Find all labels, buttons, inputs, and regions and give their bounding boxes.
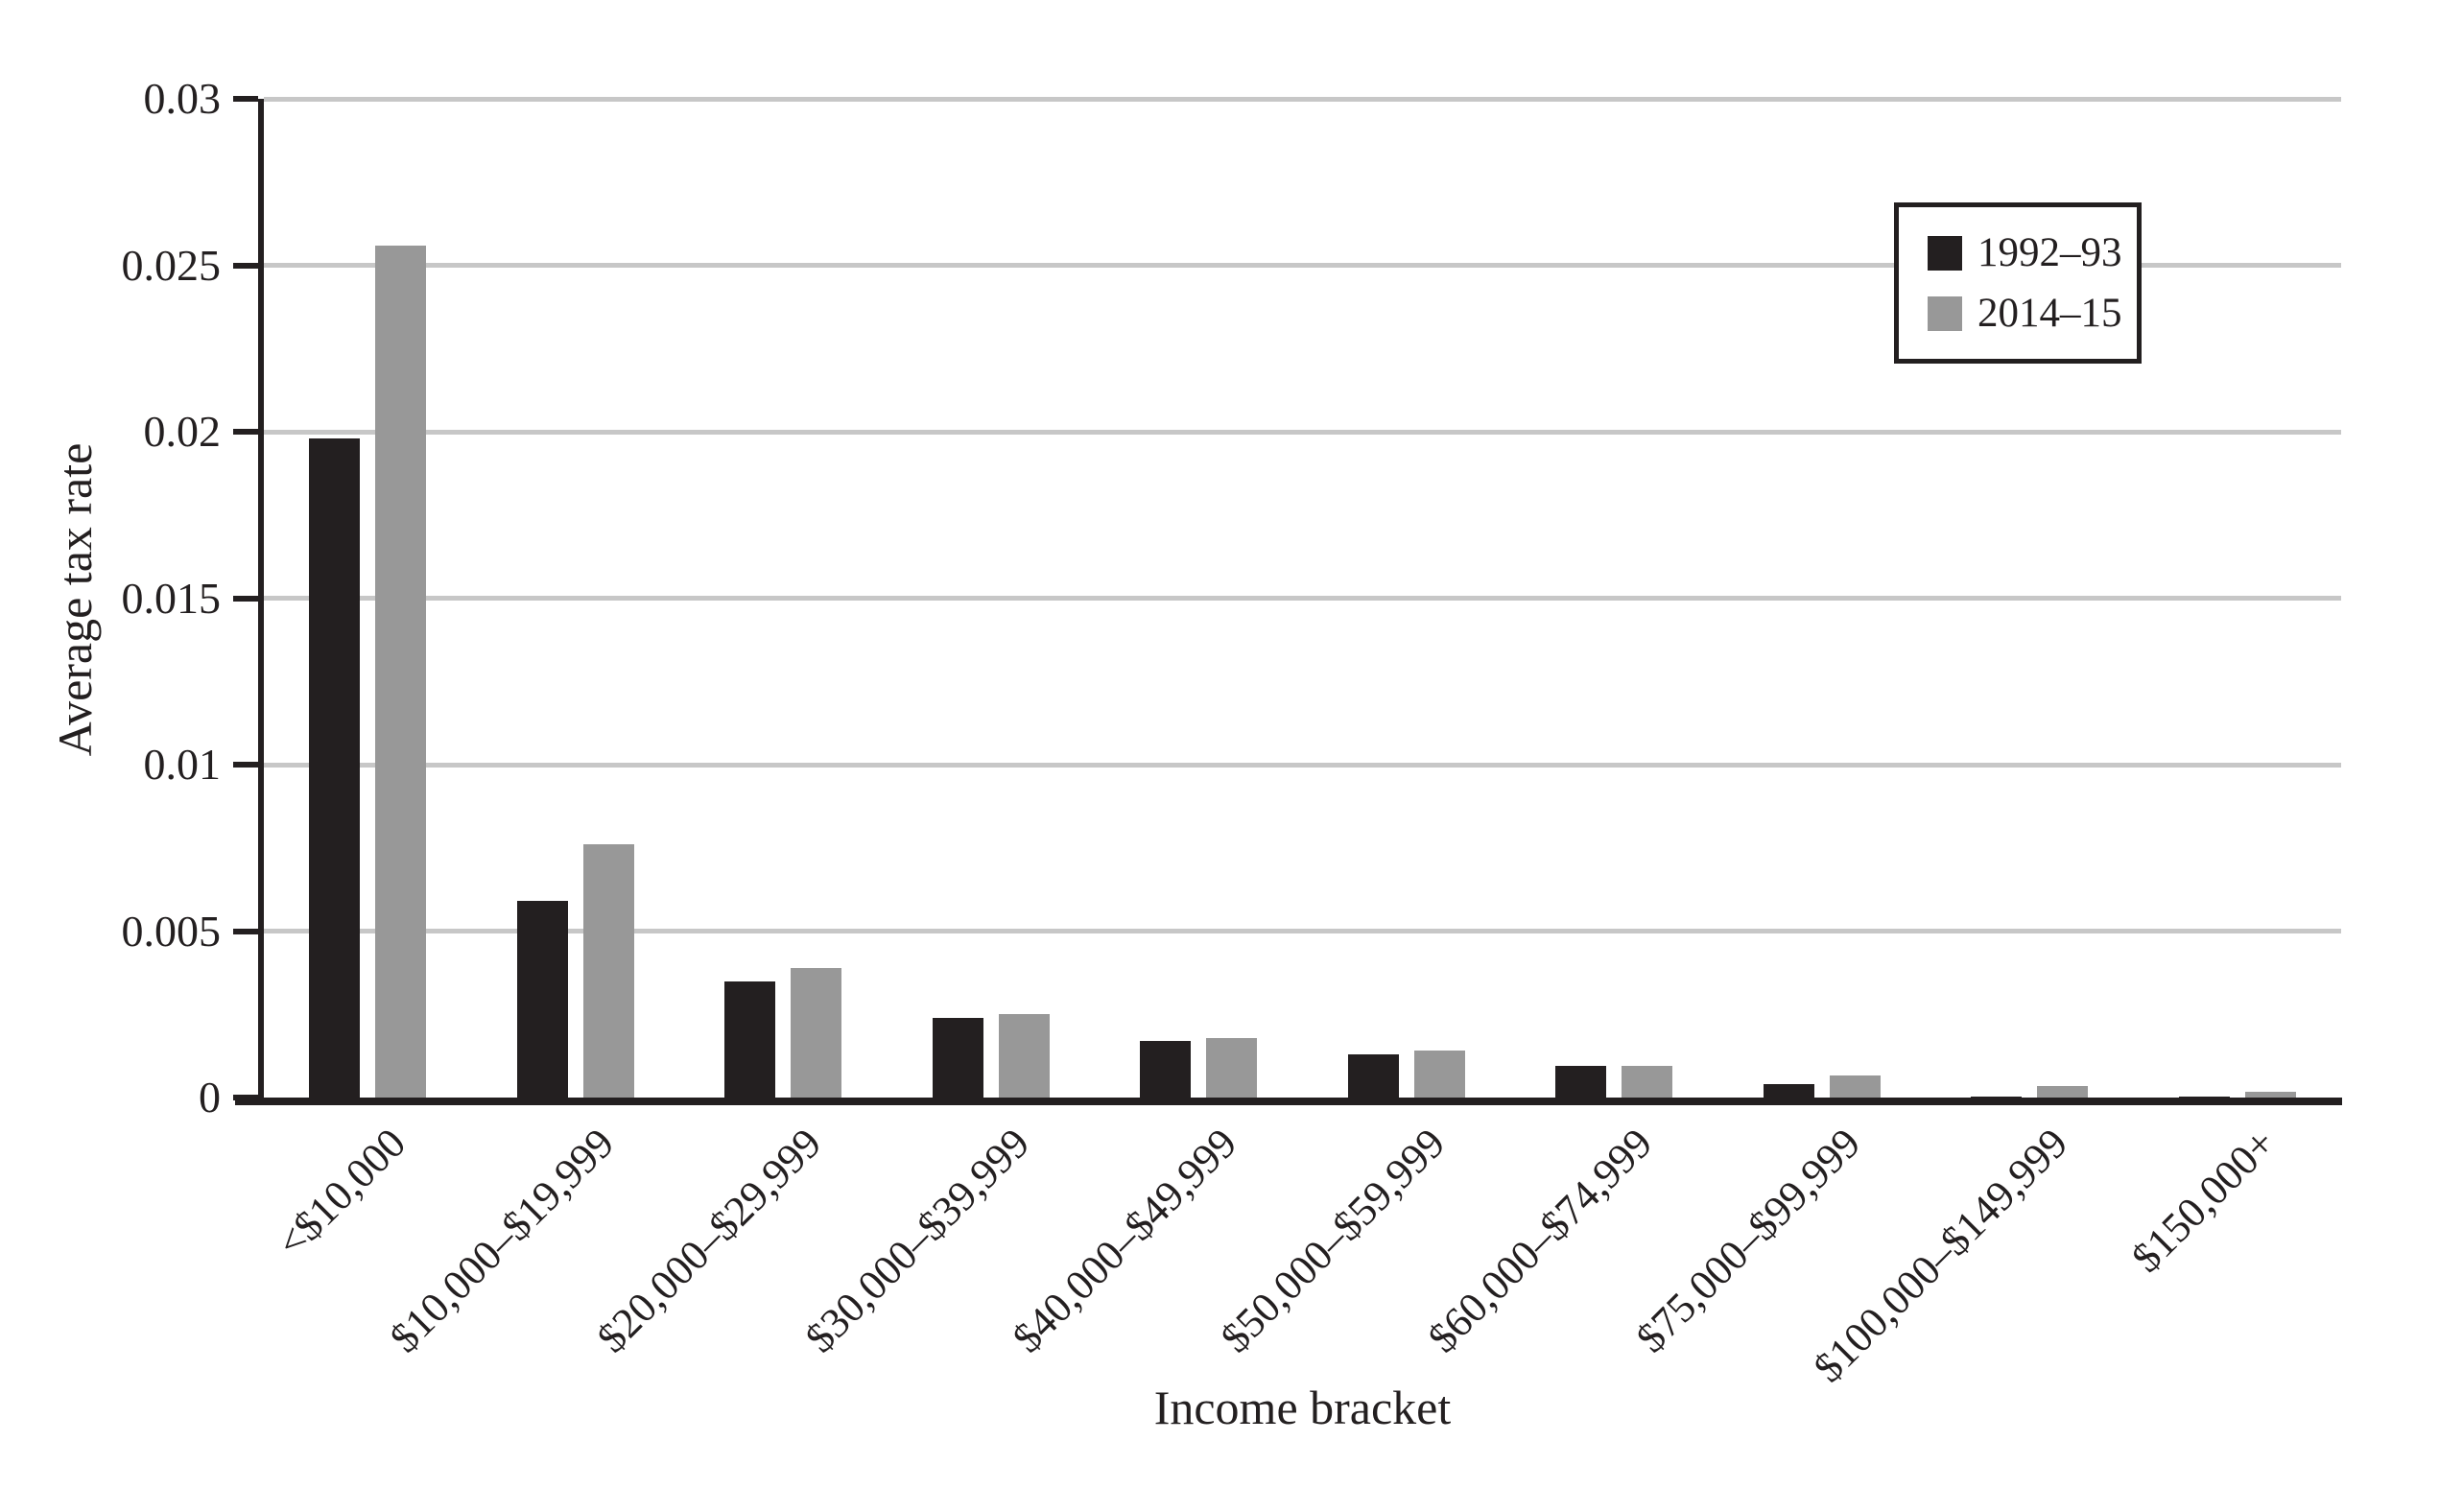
y-tick — [233, 762, 258, 768]
bar-group — [1718, 99, 1927, 1098]
bar-series1 — [1140, 1041, 1192, 1098]
y-tick-label: 0.025 — [121, 240, 222, 290]
y-tick-label: 0.015 — [121, 573, 222, 623]
gridline — [264, 429, 2341, 435]
bar-series1 — [724, 980, 776, 1098]
y-tick — [233, 96, 258, 102]
gridline — [264, 263, 2341, 268]
legend-label: 1992–93 — [1977, 230, 2122, 275]
y-tick — [233, 595, 258, 602]
gridline — [264, 596, 2341, 601]
bar-group — [1926, 99, 2134, 1098]
legend-label: 2014–15 — [1977, 291, 2122, 336]
bar-series2 — [1829, 1075, 1881, 1098]
bar-series1 — [1763, 1084, 1814, 1098]
bar-series2 — [1622, 1066, 1673, 1098]
bar-group — [2134, 99, 2342, 1098]
y-tick — [233, 928, 258, 934]
y-tick-label: 0 — [199, 1073, 221, 1122]
bar-series1 — [309, 437, 361, 1098]
bar-group — [679, 99, 888, 1098]
y-axis-title: Average tax rate — [48, 442, 102, 757]
y-axis-line — [258, 99, 264, 1104]
legend-item: 1992–93 — [1928, 232, 2137, 273]
bar-group — [1510, 99, 1718, 1098]
bar-series1 — [1555, 1066, 1607, 1098]
bar-series2 — [582, 844, 634, 1098]
gridline — [264, 96, 2341, 102]
bar-series1 — [1347, 1053, 1399, 1098]
bar-group — [1095, 99, 1303, 1098]
plot-area — [264, 96, 2342, 1098]
bar-group — [888, 99, 1096, 1098]
y-tick-label: 0.02 — [143, 407, 222, 456]
bar-series2 — [375, 245, 427, 1098]
y-tick — [233, 262, 258, 269]
bar-group — [472, 99, 680, 1098]
legend-item: 2014–15 — [1928, 293, 2137, 334]
bar-series1 — [932, 1017, 983, 1098]
x-axis-line — [235, 1098, 2342, 1105]
gridline — [264, 929, 2341, 933]
y-tick-label: 0.01 — [143, 740, 222, 789]
y-tick-label: 0.005 — [121, 906, 222, 956]
gridline — [264, 762, 2341, 768]
bar-series1 — [1971, 1096, 2023, 1098]
y-tick — [233, 1095, 258, 1100]
bar-series2 — [2037, 1085, 2089, 1098]
x-tick-label: $150,000+ — [2122, 1119, 2285, 1282]
y-tick-label: 0.03 — [143, 74, 222, 123]
bar-series2 — [791, 967, 842, 1098]
bar-series2 — [1413, 1051, 1465, 1098]
x-tick-label: <$10,000 — [268, 1119, 415, 1267]
bar-series1 — [2178, 1097, 2230, 1098]
legend: 1992–93 2014–15 — [1894, 202, 2142, 364]
bar-group — [264, 99, 472, 1098]
legend-swatch-2014-15 — [1928, 295, 1962, 331]
bar-series2 — [2244, 1092, 2296, 1098]
bar-group — [1303, 99, 1511, 1098]
x-axis-title: Income bracket — [1153, 1381, 1452, 1434]
bar-series2 — [1206, 1037, 1258, 1098]
bar-series1 — [516, 901, 568, 1098]
y-tick — [233, 429, 258, 435]
legend-swatch-1992-93 — [1928, 235, 1962, 271]
bar-series2 — [998, 1014, 1050, 1098]
